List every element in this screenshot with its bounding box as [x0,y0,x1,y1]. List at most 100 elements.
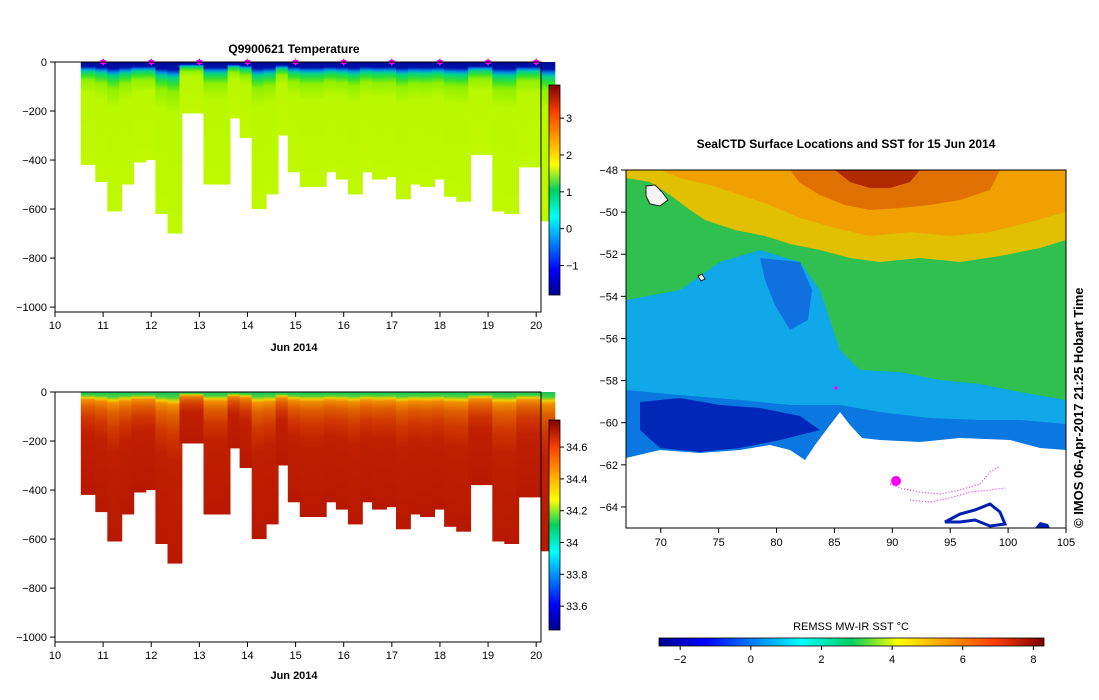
profile-column [492,62,508,212]
profile-column [263,62,279,195]
y-tick-label: −400 [22,155,47,167]
x-tick-label: 19 [482,320,494,332]
profile-column [372,392,387,510]
timestamp: © IMOS 06-Apr-2017 21:25 Hobart Time [1071,287,1086,528]
x-tick-label: 20 [530,320,542,332]
profile-column [191,392,207,444]
profile-column [191,62,207,114]
chart2-colorbar [548,419,561,631]
profile-column [444,392,459,527]
colorbar-tick-label: 8 [1030,654,1036,666]
chart2-colorbar-ticks: 33.6 33.8 34 34.2 34.4 34.6 [560,442,587,613]
profile-column [251,392,267,540]
y-tick-label: −60 [599,418,618,430]
profile-column [359,392,375,503]
x-tick-label: 12 [145,650,157,662]
map-colorbar [658,637,1045,647]
profile-column [408,62,423,185]
chart1-colorbar-ticks: −1 0 1 2 3 [560,113,579,273]
profile-column [131,392,147,493]
profile-column [504,62,520,214]
profile-column [311,62,327,187]
x-tick-label: 75 [713,537,725,549]
x-tick-label: 18 [434,320,446,332]
profile-column [516,62,532,168]
profile-column [420,62,435,187]
colorbar-tick-label: 34.2 [566,506,587,518]
salinity-section [80,392,556,564]
x-tick-label: 15 [289,650,301,662]
colorbar-tick-label: 3 [566,113,572,125]
map-colorbar-ticks: −2 0 2 4 6 8 [674,646,1036,666]
x-tick-label: 14 [241,650,253,662]
profile-column [239,62,255,138]
profile-column [384,62,399,178]
profile-column [323,392,339,503]
chart1-axes: 10 11 12 13 14 15 16 17 18 19 20 0 −200 −400 −600 −800 −… [16,57,542,332]
map-frame [625,169,1067,529]
profile-column [396,62,411,200]
y-tick-label: −50 [599,207,618,219]
chart1-title: Q9900621 Temperature [228,42,360,56]
profile-column [275,392,291,466]
profile-column [480,392,496,486]
colorbar-tick-label: 0 [566,224,572,236]
y-tick-label: −1000 [16,302,47,314]
y-tick-label: −200 [22,106,47,118]
x-tick-label: 20 [530,650,542,662]
chart2-frame [54,391,542,643]
colorbar-tick-label: 2 [566,150,572,162]
profile-column [504,392,520,544]
profile-column [80,62,96,165]
profile-column [179,62,195,114]
y-tick-label: −400 [22,485,47,497]
profile-column [227,62,243,119]
profile-column [420,392,435,517]
y-tick-label: −54 [599,291,618,303]
profile-column [335,392,351,510]
profile-column [528,62,544,168]
profile-column [384,392,399,508]
profile-column [456,392,472,532]
y-tick-label: −58 [599,376,618,388]
colorbar-tick-label: 34.4 [566,474,587,486]
profile-column [359,62,375,173]
x-tick-label: 70 [655,537,667,549]
sst-map [626,170,1066,528]
x-tick-label: 17 [386,320,398,332]
profile-column [203,392,219,515]
x-tick-label: 15 [289,320,301,332]
x-tick-label: 85 [828,537,840,549]
y-tick-label: −600 [22,534,47,546]
profile-column [335,62,351,180]
profile-column [311,392,327,517]
profile-column [347,62,363,195]
temperature-section [80,62,556,234]
x-tick-label: 14 [241,320,253,332]
profile-column [323,62,339,173]
x-tick-label: 16 [338,650,350,662]
profile-column [227,392,243,449]
profile-column [516,392,532,498]
y-tick-label: −600 [22,204,47,216]
colorbar-tick-label: 1 [566,187,572,199]
profile-column [275,62,291,136]
colorbar-tick-label: 2 [818,654,824,666]
y-tick-label: −800 [22,253,47,265]
y-tick-label: −800 [22,583,47,595]
profile-column [468,392,484,486]
y-tick-label: −200 [22,436,47,448]
x-tick-label: 10 [49,320,61,332]
x-tick-label: 17 [386,650,398,662]
profile-column [396,392,411,530]
profile-column [263,392,279,525]
x-tick-label: 11 [97,650,108,662]
profile-column [215,392,231,515]
profile-column [119,392,135,515]
profile-column [215,62,231,185]
colorbar-tick-label: 33.8 [566,569,587,581]
colorbar-tick-label: −1 [566,261,579,273]
profile-column [131,62,147,163]
profile-column [107,62,123,212]
profile-column [456,62,472,202]
